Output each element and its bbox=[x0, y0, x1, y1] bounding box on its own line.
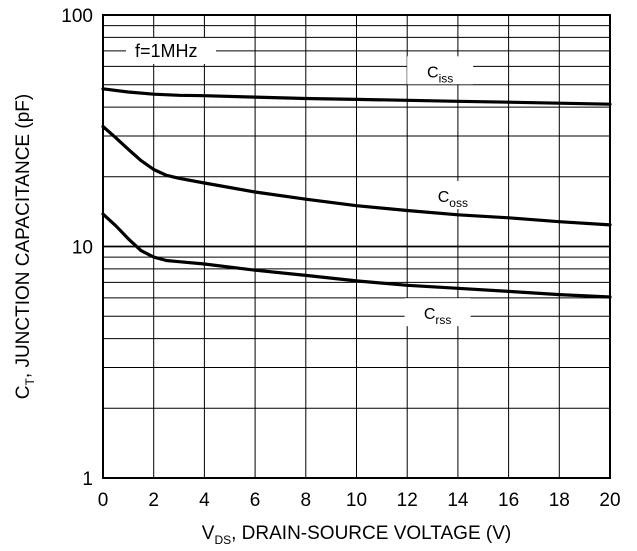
x-tick-label: 14 bbox=[447, 490, 469, 511]
y-axis-label-subscript: T bbox=[23, 377, 37, 385]
x-axis-label-main: V bbox=[202, 523, 215, 544]
y-axis-label-rest: , JUNCTION CAPACITANCE (pF) bbox=[13, 94, 34, 378]
y-tick-label: 1 bbox=[82, 469, 93, 490]
plot-border bbox=[102, 14, 611, 479]
x-tick-label: 8 bbox=[301, 490, 312, 511]
x-tick-label: 20 bbox=[599, 490, 620, 511]
series-label-background bbox=[419, 180, 486, 209]
frequency-annotation-background bbox=[126, 38, 216, 64]
series-label-background bbox=[407, 56, 474, 85]
y-axis-label: CT, JUNCTION CAPACITANCE (pF) bbox=[13, 94, 37, 399]
grid bbox=[102, 14, 611, 479]
y-tick-label: 100 bbox=[61, 6, 93, 27]
tick-labels: 0 2 4 6 8 10 12 14 16 18 20 1 10 100 bbox=[61, 6, 620, 511]
x-tick-label: 2 bbox=[148, 490, 159, 511]
frequency-annotation: f=1MHz bbox=[135, 41, 198, 61]
x-axis-label-subscript: DS bbox=[214, 533, 231, 547]
x-axis-label: VDS, DRAIN-SOURCE VOLTAGE (V) bbox=[202, 523, 511, 547]
series-lines bbox=[101, 87, 612, 299]
x-tick-label: 18 bbox=[549, 490, 570, 511]
x-tick-label: 6 bbox=[250, 490, 261, 511]
series-label-background bbox=[404, 298, 471, 327]
x-axis-label-rest: , DRAIN-SOURCE VOLTAGE (V) bbox=[231, 523, 511, 544]
series-line-ciss bbox=[101, 87, 612, 106]
series-line-crss bbox=[101, 212, 612, 299]
series-line-coss bbox=[101, 124, 612, 227]
y-axis-label-main: C bbox=[13, 385, 34, 399]
series-labels: Ciss Coss Crss bbox=[404, 56, 486, 327]
x-tick-label: 0 bbox=[98, 490, 109, 511]
x-tick-label: 16 bbox=[498, 490, 519, 511]
series-label-ciss: Ciss bbox=[427, 64, 453, 85]
series-label-coss: Coss bbox=[438, 189, 468, 210]
series-label-crss: Crss bbox=[424, 306, 452, 327]
x-tick-label: 4 bbox=[199, 490, 210, 511]
y-tick-label: 10 bbox=[72, 238, 93, 259]
x-tick-label: 12 bbox=[397, 490, 418, 511]
x-tick-label: 10 bbox=[346, 490, 367, 511]
